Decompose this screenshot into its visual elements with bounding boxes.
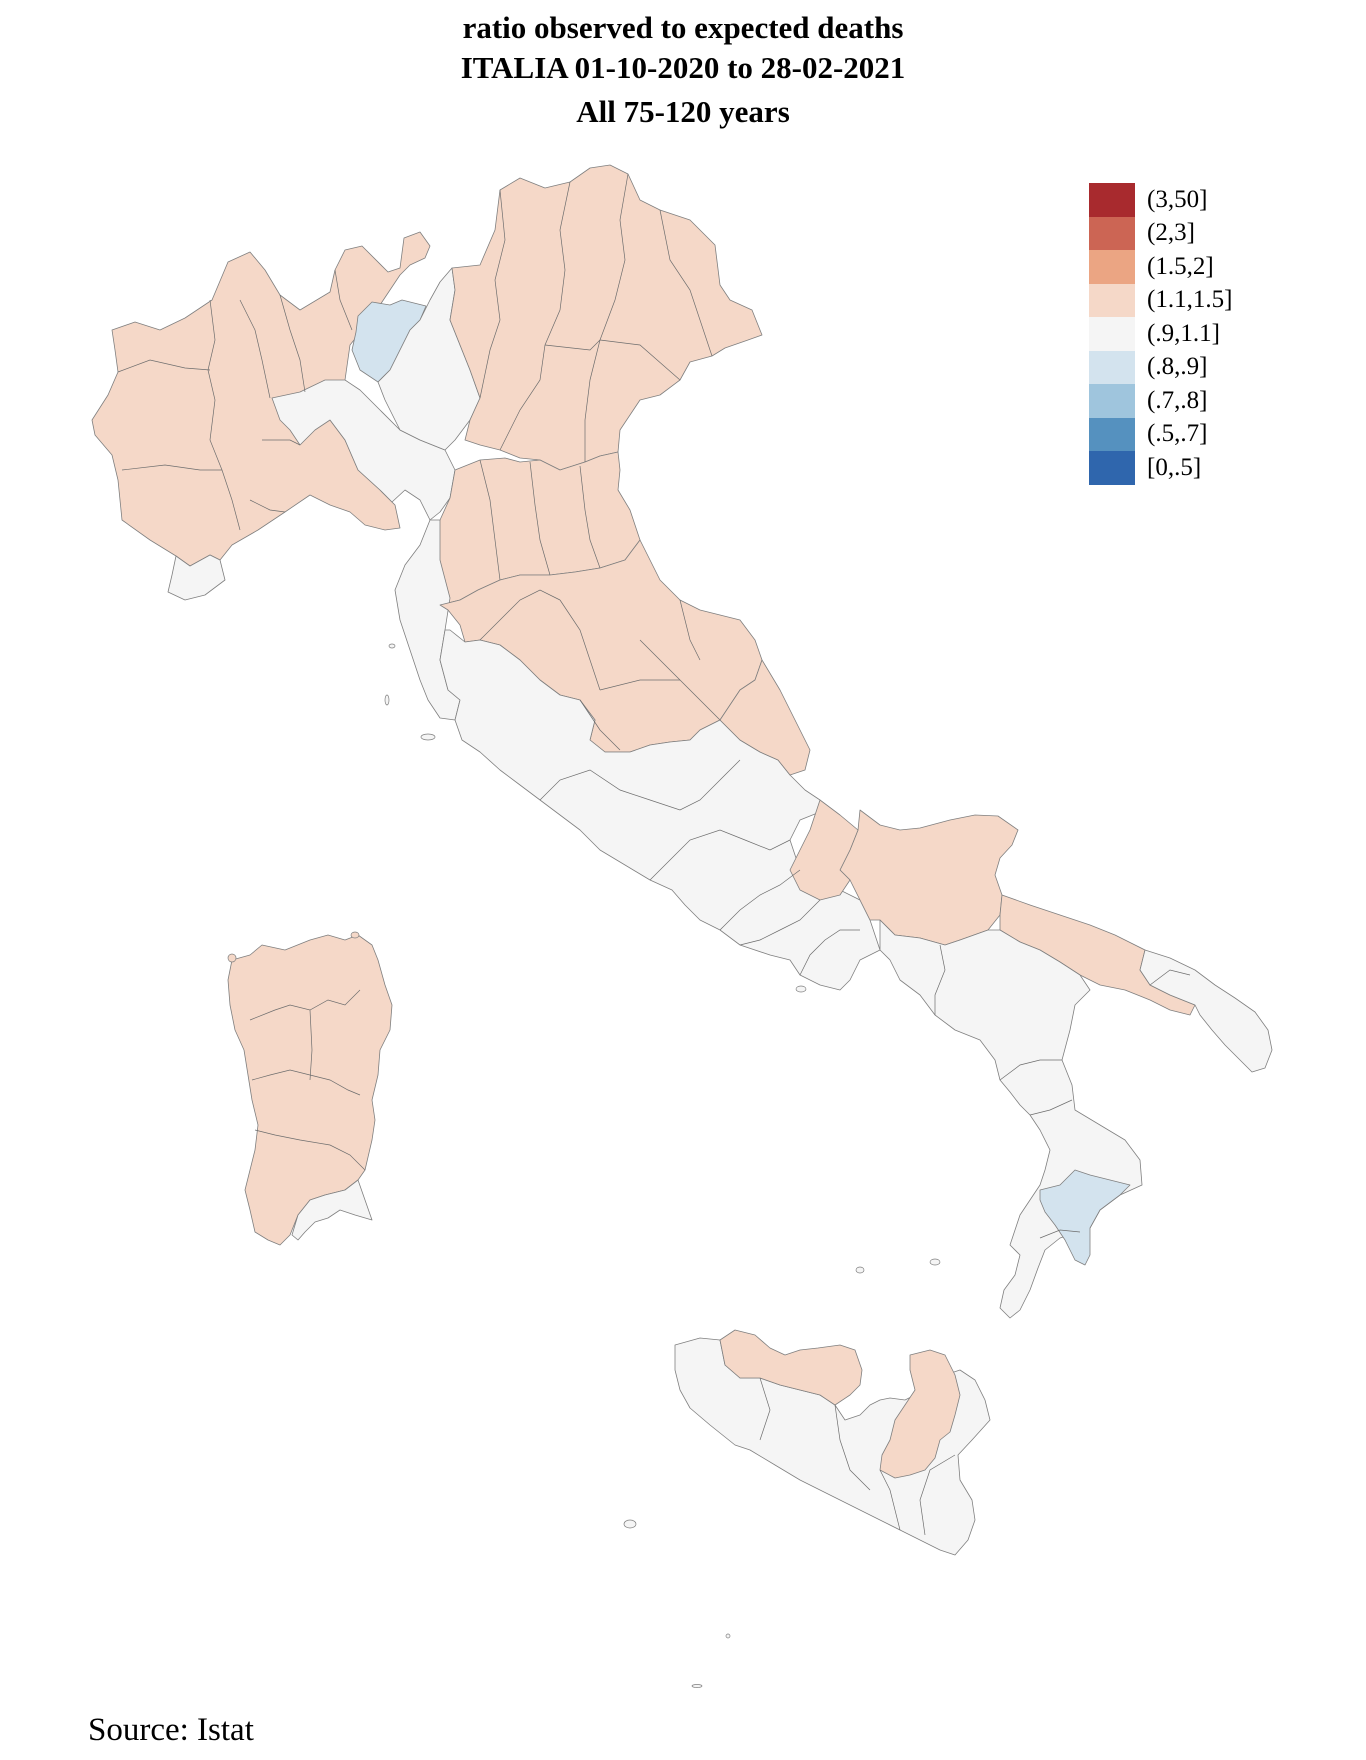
- region-foggia: [839, 809, 1019, 946]
- legend-label: (2,3]: [1147, 219, 1195, 247]
- subtitle: All 75-120 years: [576, 94, 790, 129]
- legend-item: (3,50]: [1089, 183, 1232, 217]
- legend-item: (1.1,1.5]: [1089, 283, 1233, 317]
- title-line-2: ITALIA 01-10-2020 to 28-02-2021: [460, 50, 906, 85]
- legend-swatch: [1089, 250, 1135, 284]
- region-cagliari: [291, 1179, 373, 1241]
- small-islands: [227, 643, 941, 1688]
- legend-label: (1.1,1.5]: [1147, 286, 1233, 314]
- legend-swatch: [1089, 183, 1135, 217]
- legend-label: (.8,.9]: [1147, 353, 1208, 381]
- legend-swatch: [1089, 317, 1135, 351]
- legend-item: (2,3]: [1089, 216, 1232, 250]
- legend-label: (3,50]: [1147, 185, 1208, 213]
- legend-swatch: [1089, 417, 1135, 451]
- title-line-1: ratio observed to expected deaths: [462, 10, 904, 45]
- legend-item: (.9,1.1]: [1089, 317, 1232, 351]
- region-northeast: [449, 164, 763, 471]
- legend-item: [0,.5]: [1089, 451, 1232, 485]
- region-toscana-coast: [394, 519, 461, 721]
- legend-swatch: [1089, 283, 1135, 317]
- legend-swatch: [1089, 384, 1135, 418]
- region-crotone: [1039, 1169, 1131, 1266]
- legend-swatch: [1089, 350, 1135, 384]
- region-liguria-west: [167, 554, 226, 601]
- legend-item: (1.5,2]: [1089, 250, 1232, 284]
- source-note: Source: Istat: [88, 1712, 254, 1748]
- legend: (3,50] (2,3] (1.5,2] (1.1,1.5] (.9,1.1] …: [1089, 183, 1232, 485]
- legend-item: (.8,.9]: [1089, 350, 1232, 384]
- legend-item: (.5,.7]: [1089, 417, 1232, 451]
- legend-item: (.7,.8]: [1089, 384, 1232, 418]
- region-northwest: [91, 231, 431, 567]
- region-salento: [1139, 949, 1273, 1073]
- region-abruzzo: [719, 659, 811, 776]
- region-foggia: [789, 799, 859, 901]
- legend-swatch: [1089, 451, 1135, 485]
- province-borders: [117, 173, 1191, 1536]
- legend-label: (1.5,2]: [1147, 252, 1214, 280]
- legend-label: (.9,1.1]: [1147, 319, 1220, 347]
- region-palermo: [719, 1329, 863, 1406]
- legend-label: (.5,.7]: [1147, 420, 1208, 448]
- legend-label: (.7,.8]: [1147, 386, 1208, 414]
- region-sardegna: [227, 934, 393, 1246]
- legend-swatch: [1089, 216, 1135, 250]
- legend-label: [0,.5]: [1147, 453, 1202, 481]
- title-block: ratio observed to expected deaths ITALIA…: [0, 8, 1366, 132]
- region-lazio-campania-molise: [439, 629, 881, 991]
- region-catania-enna: [879, 1349, 961, 1479]
